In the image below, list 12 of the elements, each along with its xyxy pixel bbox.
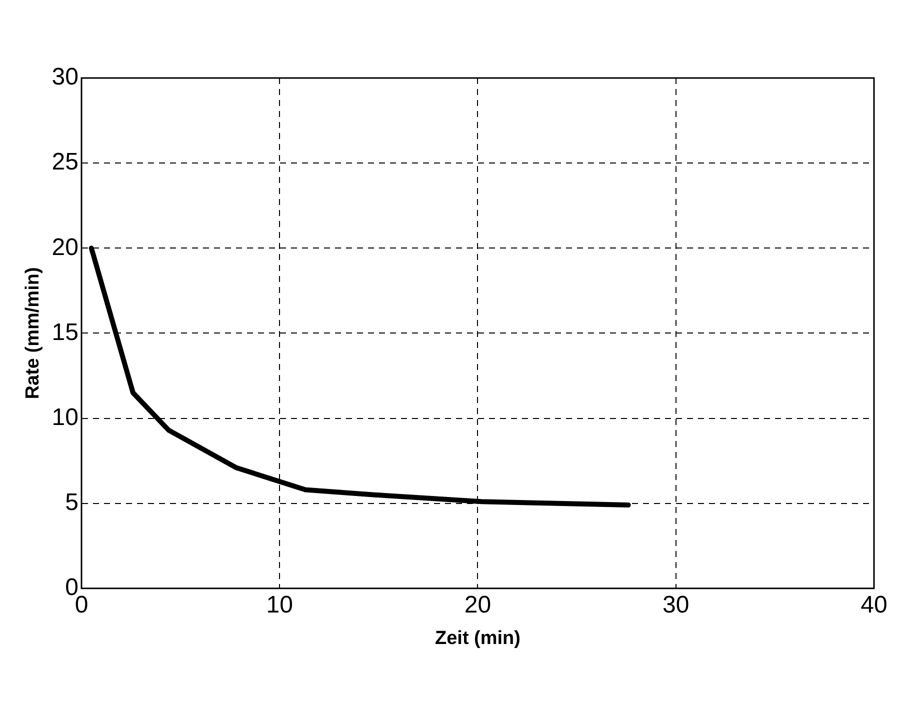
x-tick-label: 40	[860, 591, 888, 618]
y-tick-label: 20	[52, 234, 78, 261]
x-axis-title: Zeit (min)	[435, 628, 520, 649]
y-axis-title: Rate (mm/min)	[22, 267, 44, 400]
x-tick-label: 10	[266, 591, 293, 618]
y-tick-label: 30	[52, 64, 78, 91]
x-tick-label: 20	[464, 591, 492, 618]
x-tick-label: 30	[662, 591, 690, 618]
y-tick-label: 10	[52, 404, 78, 431]
y-tick-label: 5	[65, 488, 78, 516]
y-tick-label: 25	[52, 148, 78, 176]
y-tick-label: 15	[52, 318, 78, 346]
